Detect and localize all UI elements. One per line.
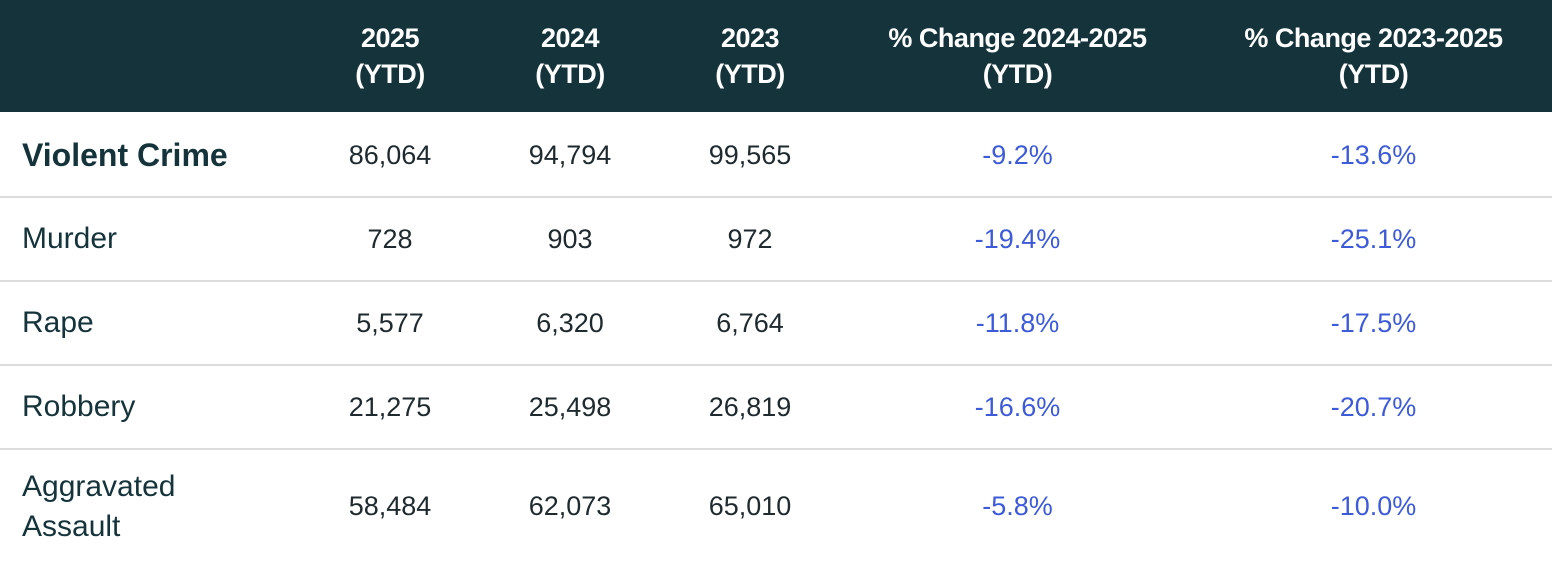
- value-cell: 86,064: [348, 139, 432, 170]
- percent-cell: -10.0%: [1330, 491, 1417, 521]
- value-cell: 728: [367, 223, 413, 254]
- column-header: % Change 2024-2025 (YTD): [888, 22, 1147, 89]
- table-row: Rape 5,577 6,320 6,764 -11.8% -17.5%: [0, 281, 1552, 365]
- percent-cell: -16.6%: [974, 391, 1061, 422]
- value-cell: 26,819: [708, 391, 792, 422]
- percent-cell: -13.6%: [1330, 139, 1417, 170]
- row-label: Murder: [22, 222, 118, 255]
- row-label: Rape: [22, 306, 94, 339]
- value-cell: 903: [547, 223, 593, 254]
- value-cell: 6,764: [716, 307, 784, 338]
- row-label: Robbery: [22, 390, 136, 423]
- column-header: 2024 (YTD): [535, 22, 605, 89]
- value-cell: 21,275: [348, 391, 432, 422]
- percent-cell: -25.1%: [1330, 223, 1417, 254]
- percent-cell: -19.4%: [974, 223, 1061, 254]
- percent-cell: -20.7%: [1330, 391, 1417, 422]
- table-row: Murder 728 903 972 -19.4% -25.1%: [0, 197, 1552, 281]
- table-body: Violent Crime 86,064 94,794 99,565 -9.2% -13.…: [0, 113, 1552, 563]
- row-label: Violent Crime: [22, 137, 228, 174]
- row-label: Aggravated Assault: [22, 469, 176, 543]
- value-cell: 99,565: [708, 139, 792, 170]
- table-row: Violent Crime 86,064 94,794 99,565 -9.2% -13.…: [0, 113, 1552, 197]
- value-cell: 65,010: [708, 491, 792, 521]
- corner-cell: [0, 0, 300, 113]
- table-row: Aggravated Assault 58,484 62,073 65,010 -5.8…: [0, 449, 1552, 563]
- table-row: Robbery 21,275 25,498 26,819 -16.6% -20.7%: [0, 365, 1552, 449]
- value-cell: 94,794: [528, 139, 612, 170]
- percent-cell: -5.8%: [982, 491, 1053, 521]
- header-row: 2025 (YTD) 2024 (YTD) 2023 (YTD) % Change 2…: [0, 0, 1552, 113]
- value-cell: 25,498: [528, 391, 612, 422]
- column-header: % Change 2023-2025 (YTD): [1244, 22, 1503, 89]
- value-cell: 58,484: [348, 491, 432, 521]
- value-cell: 62,073: [528, 491, 612, 521]
- table-header: 2025 (YTD) 2024 (YTD) 2023 (YTD) % Change 2…: [0, 0, 1552, 113]
- percent-cell: -17.5%: [1330, 307, 1417, 338]
- value-cell: 972: [727, 223, 773, 254]
- percent-cell: -11.8%: [975, 307, 1060, 338]
- value-cell: 6,320: [536, 307, 604, 338]
- percent-cell: -9.2%: [982, 139, 1053, 170]
- column-header: 2025 (YTD): [355, 22, 425, 89]
- value-cell: 5,577: [356, 307, 424, 338]
- column-header: 2023 (YTD): [715, 22, 785, 89]
